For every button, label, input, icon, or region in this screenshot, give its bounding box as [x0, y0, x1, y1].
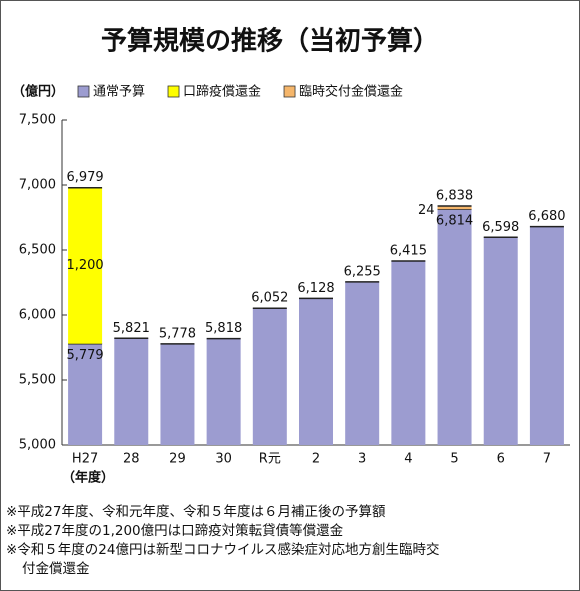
x-tick-label: H27 [72, 452, 98, 467]
x-tick-label: 3 [358, 452, 366, 467]
x-tick-label: 6 [497, 452, 505, 467]
bar-segment [68, 343, 103, 445]
footnote: ※令和５年度の24億円は新型コロナウイルス感染症対応地方創生臨時交 [6, 541, 440, 558]
x-tick-label: 2 [312, 452, 320, 467]
value-label: 6,415 [390, 244, 427, 259]
legend-label: 臨時交付金償還金 [299, 84, 403, 100]
x-tick-label: 5 [450, 452, 458, 467]
legend-swatch [77, 85, 90, 98]
value-label: 5,818 [205, 321, 242, 336]
bar-segment [391, 261, 426, 445]
y-tick-label: 6,000 [19, 308, 56, 323]
y-tick-label: 6,500 [19, 243, 56, 258]
value-label: 6,255 [344, 264, 381, 279]
bar-segment [114, 338, 149, 445]
total-label: 6,838 [436, 189, 473, 204]
y-tick-label: 5,500 [19, 373, 56, 388]
value-label: 6,814 [436, 214, 473, 229]
value-label: 5,778 [159, 326, 196, 341]
value-label: 24 [418, 203, 435, 218]
total-label: 6,979 [66, 170, 103, 185]
x-tick-label: 7 [543, 452, 551, 467]
y-tick-label: 7,000 [19, 178, 56, 193]
x-tick-label: 30 [215, 452, 232, 467]
footnote: 付金償還金 [22, 561, 90, 577]
bar-segment [252, 308, 287, 445]
legend-label: 通常予算 [93, 85, 145, 100]
bar-segment [483, 237, 518, 445]
footnote: ※平成27年度の1,200億円は口蹄疫対策転貸債等償還金 [6, 522, 344, 539]
x-tick-label: 28 [123, 452, 140, 467]
value-label: 5,779 [66, 348, 103, 363]
value-label: 6,128 [297, 281, 334, 296]
chart-title: 予算規模の推移（当初予算） [101, 26, 439, 57]
legend-swatch [283, 85, 296, 98]
value-label: 6,598 [482, 220, 519, 235]
bar-segment [437, 206, 472, 210]
y-unit-label: （億円） [12, 84, 64, 100]
bar-segment [160, 343, 195, 445]
x-axis-label: （年度） [62, 470, 114, 486]
footnote: ※平成27年度、令和元年度、令和５年度は６月補正後の予算額 [6, 504, 386, 520]
x-tick-label: R元 [259, 452, 281, 467]
bar-segment [529, 226, 564, 445]
value-label: 6,680 [528, 209, 565, 224]
x-tick-label: 4 [404, 452, 412, 467]
bar-segment [68, 187, 103, 344]
value-label: 5,821 [113, 321, 150, 336]
value-label: 6,052 [251, 291, 288, 306]
bar-segment [437, 209, 472, 445]
bar-segment [345, 281, 380, 445]
legend-swatch [167, 85, 180, 98]
value-label: 1,200 [66, 258, 103, 273]
y-tick-label: 7,500 [19, 113, 56, 128]
y-tick-label: 5,000 [19, 438, 56, 453]
bar-segment [299, 298, 333, 445]
bar-segment [206, 338, 241, 445]
legend-label: 口蹄疫償還金 [183, 84, 261, 100]
x-tick-label: 29 [169, 452, 186, 467]
